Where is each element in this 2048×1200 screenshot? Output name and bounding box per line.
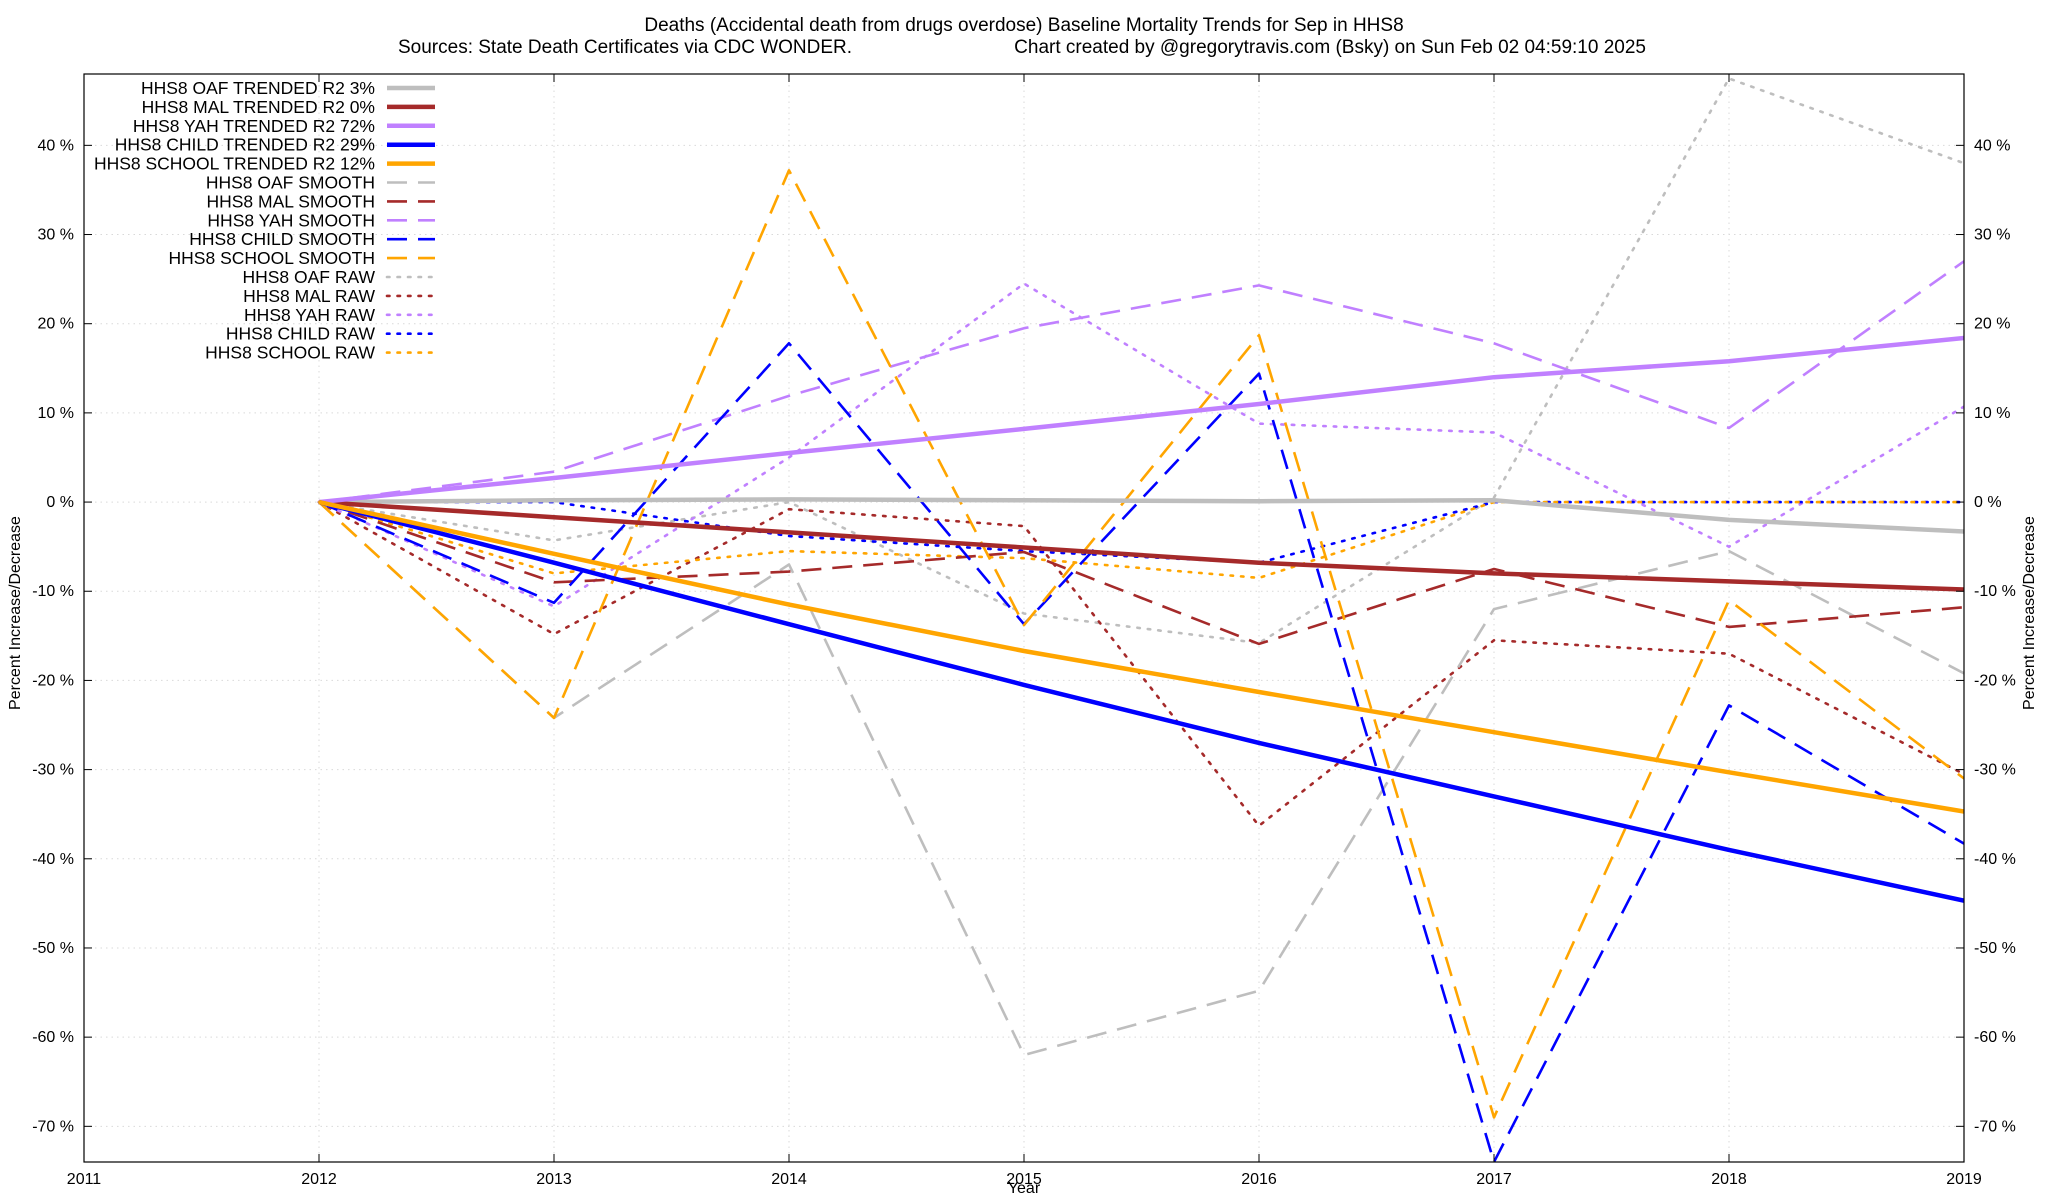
legend-label-0: HHS8 OAF TRENDED R2 3%: [141, 78, 375, 98]
x-tick-label: 2016: [1241, 1171, 1277, 1188]
series-line-3: [318, 499, 1964, 903]
legend-label-8: HHS8 CHILD SMOOTH: [189, 229, 375, 249]
y2-tick-label: -70 %: [1974, 1118, 2016, 1135]
series-line-4: [318, 499, 1964, 814]
series-line-9: [318, 169, 1964, 1119]
chart-title: Deaths (Accidental death from drugs over…: [644, 15, 1403, 36]
y-tick-label: 30 %: [38, 227, 74, 244]
series-line-7: [318, 260, 1964, 504]
series-line-10: [317, 77, 1964, 645]
x-tick-label: 2013: [536, 1171, 572, 1188]
y-tick-label: -40 %: [32, 851, 74, 868]
legend-label-11: HHS8 MAL RAW: [243, 286, 375, 306]
y2-tick-label: 10 %: [1974, 405, 2010, 422]
x-tick-label: 2019: [1946, 1171, 1982, 1188]
y-axis-label-right: Percent Increase/Decrease: [2021, 516, 2038, 710]
y-axis-left: -70 % -60 % -50 % -40 % -30 % -20 % -10 % 0 % 10…: [32, 137, 92, 1135]
x-axis-label: Year: [1008, 1180, 1041, 1197]
chart-subtitle-left: Sources: State Death Certificates via CD…: [398, 37, 852, 58]
series-line-6: [318, 500, 1964, 646]
y-tick-label: 40 %: [38, 137, 74, 154]
x-tick-label: 2014: [771, 1171, 807, 1188]
x-tick-label: 2018: [1711, 1171, 1747, 1188]
y2-tick-label: -20 %: [1974, 672, 2016, 689]
series-line-13: [317, 500, 1964, 565]
legend-label-7: HHS8 YAH SMOOTH: [207, 210, 375, 230]
y-axis-label-left: Percent Increase/Decrease: [7, 516, 24, 710]
series-line-11: [317, 500, 1964, 828]
y2-tick-label: -50 %: [1974, 940, 2016, 957]
y2-tick-label: 0 %: [1974, 494, 2002, 511]
legend-label-10: HHS8 OAF RAW: [242, 267, 375, 287]
legend-label-12: HHS8 YAH RAW: [244, 305, 375, 325]
y-tick-label: -20 %: [32, 672, 74, 689]
series-lines: [317, 77, 1964, 1162]
series-line-8: [318, 341, 1964, 1162]
legend-label-9: HHS8 SCHOOL SMOOTH: [169, 248, 375, 268]
y2-tick-label: -60 %: [1974, 1029, 2016, 1046]
x-tick-label: 2017: [1476, 1171, 1512, 1188]
x-axis: 2011 2012 2013 2014 2015 2016 2017 2018 2019: [67, 74, 1982, 1188]
legend-label-13: HHS8 CHILD RAW: [226, 324, 376, 344]
series-line-1: [318, 499, 1964, 592]
x-tick-label: 2015: [1006, 1171, 1042, 1188]
y2-tick-label: -30 %: [1974, 762, 2016, 779]
y-tick-label: 20 %: [38, 316, 74, 333]
y-tick-label: -70 %: [32, 1118, 74, 1135]
y-tick-label: -10 %: [32, 583, 74, 600]
legend-label-4: HHS8 SCHOOL TRENDED R2 12%: [94, 154, 375, 174]
y-tick-label: 10 %: [38, 405, 74, 422]
x-tick-label: 2012: [301, 1171, 337, 1188]
y-tick-label: -50 %: [32, 940, 74, 957]
legend-label-5: HHS8 OAF SMOOTH: [206, 173, 375, 193]
chart-subtitle-right: Chart created by @gregorytravis.com (Bsk…: [1014, 37, 1646, 58]
y2-tick-label: 40 %: [1974, 137, 2010, 154]
legend-label-1: HHS8 MAL TRENDED R2 0%: [142, 97, 375, 117]
y2-tick-label: -40 %: [1974, 851, 2016, 868]
legend-label-14: HHS8 SCHOOL RAW: [205, 343, 375, 363]
y2-tick-label: -10 %: [1974, 583, 2016, 600]
y-tick-label: -30 %: [32, 762, 74, 779]
legend-label-3: HHS8 CHILD TRENDED R2 29%: [115, 135, 375, 155]
y-axis-right: -70 % -60 % -50 % -40 % -30 % -20 % -10 % 0 % 10…: [1956, 137, 2016, 1135]
legend-label-6: HHS8 MAL SMOOTH: [206, 191, 375, 211]
series-line-2: [318, 335, 1964, 505]
y2-tick-label: 30 %: [1974, 227, 2010, 244]
y-tick-label: 0 %: [46, 494, 74, 511]
y2-tick-label: 20 %: [1974, 316, 2010, 333]
legend: HHS8 OAF TRENDED R2 3%HHS8 MAL TRENDED R…: [94, 78, 437, 363]
legend-label-2: HHS8 YAH TRENDED R2 72%: [133, 116, 375, 136]
x-tick-label: 2011: [67, 1171, 102, 1188]
series-line-14: [317, 500, 1964, 580]
series-line-0: [318, 497, 1964, 534]
y-tick-label: -60 %: [32, 1029, 74, 1046]
